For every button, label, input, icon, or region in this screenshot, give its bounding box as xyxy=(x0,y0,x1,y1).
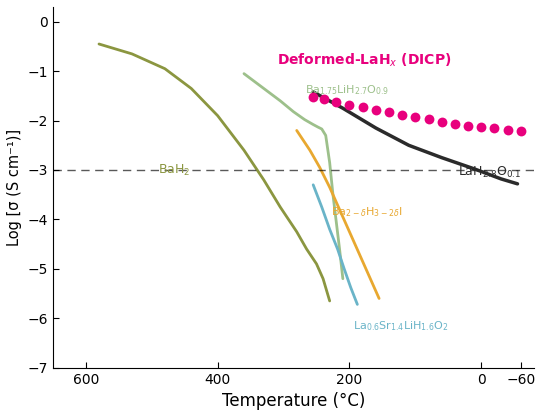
Text: Ba$_{2-δ}$H$_{3-2δ}$I: Ba$_{2-δ}$H$_{3-2δ}$I xyxy=(331,205,403,219)
Point xyxy=(332,98,341,105)
Text: LaH$_{2.8}$O$_{0.1}$: LaH$_{2.8}$O$_{0.1}$ xyxy=(458,165,521,180)
Point xyxy=(411,114,420,121)
Point xyxy=(490,125,499,132)
Point xyxy=(450,121,459,127)
Point xyxy=(437,118,446,125)
Point xyxy=(516,128,525,135)
Text: Ba$_{1.75}$LiH$_{2.7}$O$_{0.9}$: Ba$_{1.75}$LiH$_{2.7}$O$_{0.9}$ xyxy=(305,83,389,97)
Point xyxy=(424,116,433,123)
X-axis label: Temperature (°C): Temperature (°C) xyxy=(222,392,365,410)
Text: Deformed-LaH$_x$ (DICP): Deformed-LaH$_x$ (DICP) xyxy=(277,52,452,69)
Point xyxy=(358,104,367,111)
Point xyxy=(345,101,354,108)
Text: BaH$_2$: BaH$_2$ xyxy=(158,163,191,178)
Point xyxy=(463,122,472,129)
Y-axis label: Log [σ (S cm⁻¹)]: Log [σ (S cm⁻¹)] xyxy=(7,129,22,246)
Point xyxy=(372,106,380,113)
Point xyxy=(477,124,486,131)
Point xyxy=(385,109,393,116)
Point xyxy=(503,127,512,133)
Point xyxy=(398,111,406,118)
Point xyxy=(320,96,329,103)
Text: La$_{0.6}$Sr$_{1.4}$LiH$_{1.6}$O$_2$: La$_{0.6}$Sr$_{1.4}$LiH$_{1.6}$O$_2$ xyxy=(353,319,448,332)
Point xyxy=(309,93,318,100)
